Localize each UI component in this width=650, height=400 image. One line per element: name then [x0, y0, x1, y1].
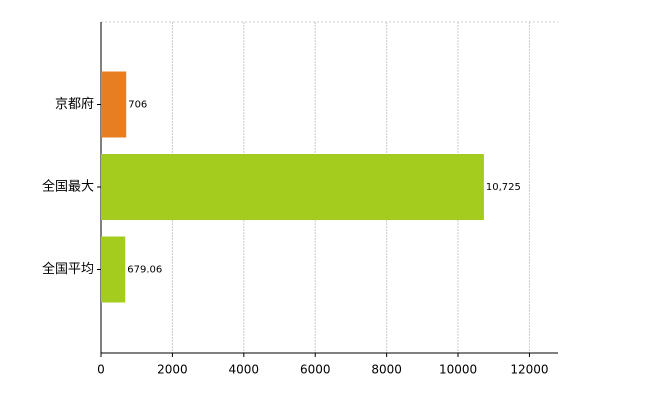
- value-label: 706: [128, 100, 147, 111]
- x-tick-label: 0: [97, 363, 105, 377]
- bar: [101, 154, 484, 220]
- bar: [101, 71, 127, 138]
- bar: [101, 236, 126, 303]
- value-label: 10,725: [486, 182, 521, 193]
- y-tick-label: 全国最大: [42, 179, 94, 195]
- x-tick-label: 8000: [371, 363, 402, 377]
- x-tick-label: 4000: [229, 363, 260, 377]
- value-label: 679.06: [127, 265, 162, 276]
- x-tick-label: 12000: [510, 363, 548, 377]
- x-tick-label: 10000: [439, 363, 477, 377]
- y-tick-label: 京都府: [55, 97, 94, 112]
- x-tick-label: 6000: [300, 363, 331, 377]
- y-tick-label: 全国平均: [42, 261, 94, 277]
- x-tick-label: 2000: [157, 363, 188, 377]
